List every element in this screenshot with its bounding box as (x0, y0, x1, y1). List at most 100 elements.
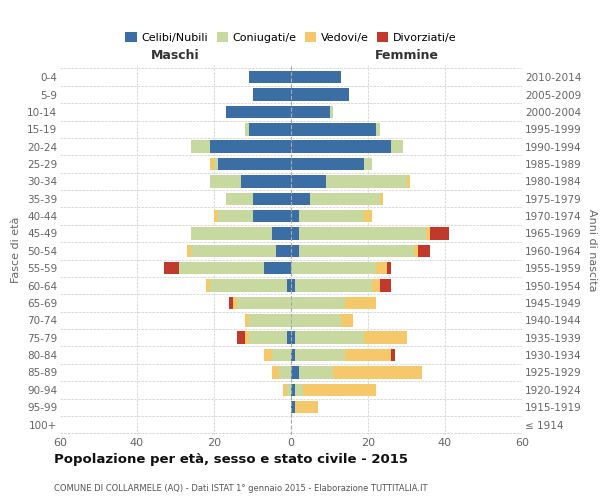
Bar (295, 332, 364, 344)
Bar (226, 106, 291, 118)
Bar (291, 106, 329, 118)
Bar (272, 227, 291, 240)
Bar (226, 192, 253, 205)
Bar (295, 349, 345, 362)
Bar (291, 192, 310, 205)
Bar (291, 314, 341, 326)
Text: COMUNE DI COLLARMELE (AQ) - Dati ISTAT 1° gennaio 2015 - Elaborazione TUTTITALIA: COMUNE DI COLLARMELE (AQ) - Dati ISTAT 1… (54, 484, 427, 493)
Bar (206, 280, 210, 292)
Bar (291, 71, 341, 84)
Bar (164, 262, 179, 274)
Bar (248, 123, 291, 136)
Bar (291, 175, 326, 188)
Bar (245, 314, 248, 326)
Bar (291, 158, 364, 170)
Bar (391, 140, 403, 153)
Bar (287, 280, 291, 292)
Bar (214, 210, 218, 222)
Bar (218, 210, 253, 222)
Bar (302, 384, 376, 396)
Bar (299, 244, 414, 257)
Bar (291, 366, 299, 378)
Bar (291, 123, 376, 136)
Bar (295, 384, 302, 396)
Bar (210, 175, 241, 188)
Bar (291, 332, 295, 344)
Bar (299, 227, 426, 240)
Bar (364, 210, 372, 222)
Bar (345, 349, 391, 362)
Bar (210, 140, 291, 153)
Bar (241, 175, 291, 188)
Bar (237, 296, 291, 309)
Bar (264, 262, 291, 274)
Bar (295, 401, 318, 413)
Bar (245, 123, 248, 136)
Bar (426, 227, 430, 240)
Bar (291, 384, 295, 396)
Bar (334, 366, 422, 378)
Bar (210, 158, 214, 170)
Bar (214, 158, 218, 170)
Bar (291, 280, 295, 292)
Bar (326, 175, 407, 188)
Bar (272, 366, 280, 378)
Y-axis label: Anni di nascita: Anni di nascita (587, 209, 597, 291)
Bar (345, 296, 376, 309)
Bar (291, 227, 299, 240)
Bar (179, 262, 264, 274)
Bar (291, 296, 345, 309)
Bar (376, 123, 380, 136)
Bar (291, 244, 299, 257)
Bar (287, 384, 291, 396)
Bar (380, 192, 383, 205)
Bar (191, 227, 272, 240)
Bar (291, 349, 295, 362)
Bar (310, 192, 380, 205)
Bar (376, 262, 387, 274)
Legend: Celibi/Nubili, Coniugati/e, Vedovi/e, Divorziati/e: Celibi/Nubili, Coniugati/e, Vedovi/e, Di… (121, 28, 461, 48)
Text: Popolazione per età, sesso e stato civile - 2015: Popolazione per età, sesso e stato civil… (54, 452, 408, 466)
Bar (191, 244, 275, 257)
Bar (329, 106, 334, 118)
Bar (341, 314, 353, 326)
Bar (248, 314, 291, 326)
Bar (291, 140, 391, 153)
Bar (272, 349, 291, 362)
Bar (280, 366, 291, 378)
Bar (218, 158, 291, 170)
Bar (387, 262, 391, 274)
Bar (391, 349, 395, 362)
Bar (291, 401, 295, 413)
Text: Maschi: Maschi (151, 48, 200, 62)
Bar (264, 349, 272, 362)
Bar (414, 244, 418, 257)
Bar (237, 332, 245, 344)
Bar (253, 192, 291, 205)
Bar (380, 280, 391, 292)
Bar (275, 244, 291, 257)
Bar (364, 332, 407, 344)
Bar (287, 332, 291, 344)
Bar (245, 332, 248, 344)
Bar (283, 384, 287, 396)
Bar (233, 296, 237, 309)
Bar (295, 280, 372, 292)
Text: Femmine: Femmine (374, 48, 439, 62)
Bar (291, 88, 349, 101)
Bar (229, 296, 233, 309)
Bar (407, 175, 410, 188)
Y-axis label: Fasce di età: Fasce di età (11, 217, 22, 283)
Bar (248, 332, 287, 344)
Bar (253, 210, 291, 222)
Bar (418, 244, 430, 257)
Bar (253, 88, 291, 101)
Bar (364, 158, 372, 170)
Bar (248, 71, 291, 84)
Bar (430, 227, 449, 240)
Bar (299, 210, 364, 222)
Bar (187, 244, 191, 257)
Bar (291, 210, 299, 222)
Bar (291, 262, 376, 274)
Bar (210, 280, 287, 292)
